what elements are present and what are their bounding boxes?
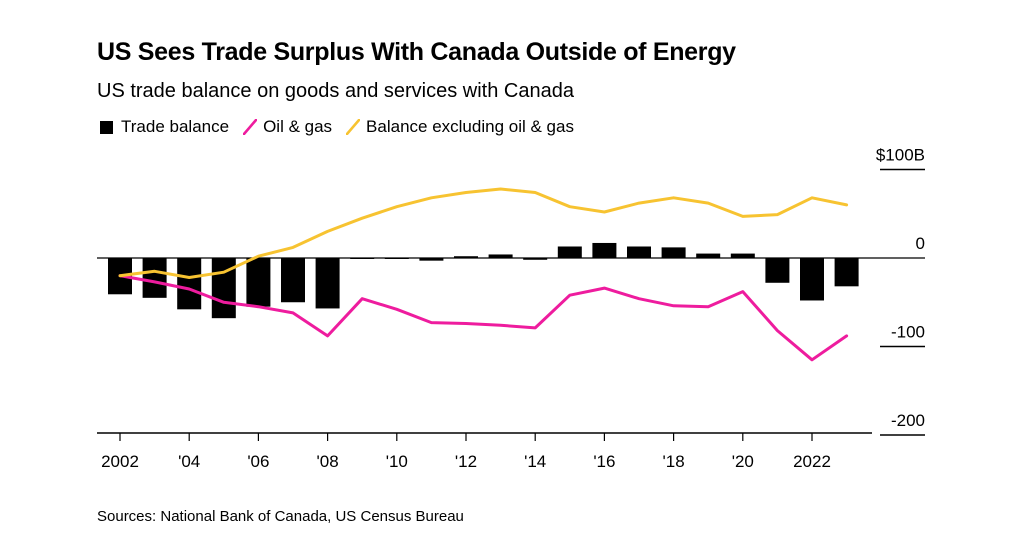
x-tick-label: '06 (247, 452, 269, 471)
x-tick-label: '12 (455, 452, 477, 471)
bar-trade-balance (834, 258, 859, 287)
x-tick-label: '14 (524, 452, 546, 471)
bar-trade-balance (419, 258, 444, 261)
x-tick-label: 2002 (101, 452, 139, 471)
bar-trade-balance (765, 258, 790, 283)
legend-swatch-box (100, 120, 113, 134)
bar-trade-balance (730, 253, 755, 258)
x-tick-label: '20 (732, 452, 754, 471)
x-tick-label: '16 (593, 452, 615, 471)
bar-trade-balance (246, 258, 271, 307)
legend-item-trade-balance: Trade balance (100, 117, 229, 137)
legend-swatch-line (243, 119, 258, 135)
chart-title: US Sees Trade Surplus With Canada Outsid… (97, 38, 736, 66)
bar-trade-balance (142, 258, 167, 298)
legend-label: Balance excluding oil & gas (366, 117, 574, 136)
y-tick-label: $100B (876, 146, 925, 165)
chart-source: Sources: National Bank of Canada, US Cen… (97, 508, 464, 525)
x-tick-label: '18 (663, 452, 685, 471)
y-tick-label: 0 (916, 234, 925, 253)
line-oil-gas (118, 274, 849, 362)
bar-trade-balance (800, 258, 824, 301)
legend-swatch-line (346, 119, 361, 135)
x-tick-label: 2022 (793, 452, 831, 471)
legend-item-oil-gas: Oil & gas (243, 117, 332, 137)
bar-trade-balance (557, 246, 582, 258)
y-tick-label: -100 (891, 323, 925, 342)
bar-trade-balance (696, 253, 721, 258)
bar-trade-balance (281, 258, 305, 303)
legend: Trade balance Oil & gas Balance excludin… (100, 116, 588, 138)
line-excluding-oil-gas (118, 187, 849, 279)
bar-trade-balance (454, 256, 478, 258)
x-tick-label: '10 (386, 452, 408, 471)
x-tick-label: '04 (178, 452, 200, 471)
bar-trade-balance (592, 242, 617, 258)
legend-label: Trade balance (121, 117, 230, 136)
x-tick-label: '08 (317, 452, 339, 471)
bar-trade-balance (523, 258, 548, 260)
chart-subtitle: US trade balance on goods and services w… (97, 80, 574, 102)
bar-trade-balance (661, 247, 686, 258)
bar-trade-balance (177, 258, 202, 310)
legend-label: Oil & gas (263, 117, 333, 136)
y-tick-label: -200 (891, 411, 925, 430)
legend-item-excluding-oil-gas: Balance excluding oil & gas (346, 117, 574, 137)
bar-trade-balance (627, 246, 651, 258)
bar-trade-balance (488, 254, 513, 258)
bar-trade-balance (315, 258, 340, 309)
